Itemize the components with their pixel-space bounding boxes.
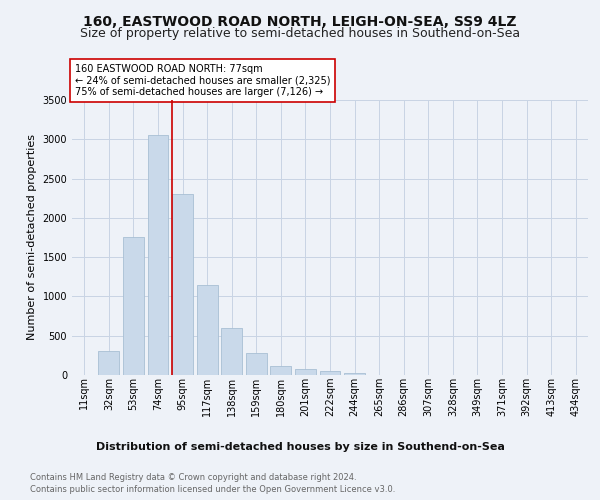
Text: Distribution of semi-detached houses by size in Southend-on-Sea: Distribution of semi-detached houses by … [95,442,505,452]
Bar [197,284,218,375]
Text: Contains HM Land Registry data © Crown copyright and database right 2024.: Contains HM Land Registry data © Crown c… [30,472,356,482]
Bar [148,136,169,375]
Bar [295,369,316,375]
Bar [98,350,119,375]
Text: Contains public sector information licensed under the Open Government Licence v3: Contains public sector information licen… [30,485,395,494]
Bar [172,194,193,375]
Y-axis label: Number of semi-detached properties: Number of semi-detached properties [27,134,37,340]
Bar [246,353,267,375]
Bar [271,366,292,375]
Bar [221,328,242,375]
Bar [344,373,365,375]
Text: Size of property relative to semi-detached houses in Southend-on-Sea: Size of property relative to semi-detach… [80,28,520,40]
Text: 160, EASTWOOD ROAD NORTH, LEIGH-ON-SEA, SS9 4LZ: 160, EASTWOOD ROAD NORTH, LEIGH-ON-SEA, … [83,15,517,29]
Bar [123,238,144,375]
Bar [320,370,340,375]
Text: 160 EASTWOOD ROAD NORTH: 77sqm
← 24% of semi-detached houses are smaller (2,325): 160 EASTWOOD ROAD NORTH: 77sqm ← 24% of … [74,64,330,97]
